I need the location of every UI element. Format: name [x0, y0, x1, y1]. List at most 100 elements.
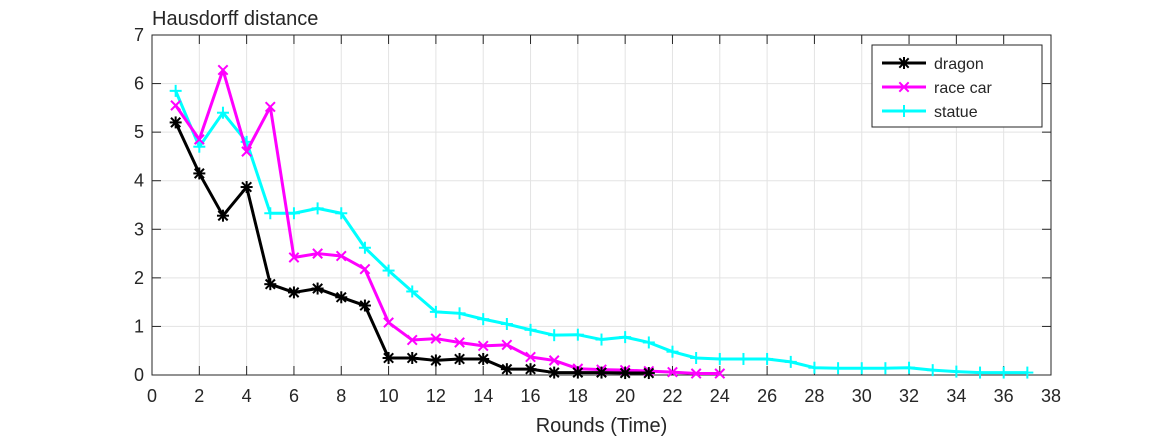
y-tick-label: 3	[134, 219, 144, 239]
x-tick-label: 26	[757, 386, 777, 406]
data-point-dragon	[169, 116, 182, 129]
x-tick-label: 28	[804, 386, 824, 406]
data-point-statue	[311, 202, 324, 215]
x-tick-label: 38	[1041, 386, 1061, 406]
data-point-race-car	[335, 250, 347, 262]
data-point-statue	[974, 366, 987, 379]
data-point-statue	[690, 352, 703, 364]
data-point-race-car	[525, 351, 536, 363]
x-tick-label: 32	[899, 386, 919, 406]
data-point-statue	[832, 362, 845, 375]
data-point-statue	[406, 285, 419, 298]
data-point-dragon	[571, 366, 584, 379]
data-point-statue	[571, 328, 584, 341]
data-point-dragon	[358, 299, 371, 312]
data-point-statue	[997, 366, 1010, 379]
x-tick-label: 8	[336, 386, 346, 406]
data-point-statue	[264, 207, 277, 220]
data-point-race-car	[193, 134, 205, 145]
data-point-race-car	[548, 355, 560, 366]
data-point-dragon	[335, 291, 348, 304]
data-point-statue	[287, 207, 300, 220]
data-point-statue	[950, 365, 963, 378]
data-point-statue	[903, 361, 916, 374]
x-tick-label: 2	[194, 386, 204, 406]
y-tick-label: 7	[134, 25, 144, 45]
data-point-statue	[429, 305, 442, 318]
y-tick-label: 5	[134, 122, 144, 142]
x-tick-label: 34	[946, 386, 966, 406]
x-tick-label: 6	[289, 386, 299, 406]
data-point-dragon	[311, 282, 324, 295]
data-point-dragon	[193, 167, 206, 180]
y-tick-label: 6	[134, 74, 144, 94]
data-point-statue	[713, 352, 726, 365]
data-point-race-car	[667, 366, 678, 378]
legend-marker-statue	[898, 105, 910, 117]
data-point-dragon	[382, 352, 395, 364]
data-point-race-car	[454, 337, 465, 348]
data-point-dragon	[429, 354, 442, 367]
data-point-statue	[477, 313, 490, 326]
x-tick-label: 30	[852, 386, 872, 406]
x-tick-label: 24	[710, 386, 730, 406]
data-point-race-car	[288, 252, 300, 263]
x-tick-label: 16	[521, 386, 541, 406]
data-point-statue	[335, 207, 348, 220]
data-point-dragon	[453, 352, 466, 365]
data-point-statue	[879, 362, 892, 375]
y-tick-label: 0	[134, 365, 144, 385]
x-tick-label: 12	[426, 386, 446, 406]
data-point-statue	[666, 345, 679, 358]
data-point-race-car	[359, 263, 371, 275]
x-tick-label: 22	[662, 386, 682, 406]
data-point-dragon	[216, 209, 229, 222]
data-point-statue	[642, 336, 655, 349]
chart-title: Hausdorff distance	[152, 8, 318, 30]
x-tick-label: 0	[147, 386, 157, 406]
data-point-dragon	[619, 367, 632, 380]
data-point-statue	[855, 362, 868, 375]
x-tick-label: 10	[379, 386, 399, 406]
data-point-dragon	[406, 352, 419, 364]
data-point-statue	[619, 331, 632, 344]
data-point-dragon	[500, 363, 513, 376]
data-point-dragon	[548, 366, 561, 379]
x-axis-label: Rounds (Time)	[536, 415, 668, 437]
data-point-statue	[169, 84, 182, 97]
legend-marker-race-car	[898, 81, 910, 93]
data-point-statue	[926, 364, 939, 377]
y-tick-label: 4	[134, 171, 144, 191]
data-point-statue	[761, 352, 774, 365]
data-point-statue	[808, 361, 821, 374]
data-point-statue	[524, 323, 537, 336]
data-point-race-car	[406, 334, 418, 346]
data-point-dragon	[477, 352, 490, 365]
data-point-race-car	[430, 333, 442, 344]
data-point-dragon	[595, 366, 608, 379]
x-tick-label: 20	[615, 386, 635, 406]
legend-label-dragon: dragon	[934, 56, 984, 73]
data-point-statue	[548, 329, 561, 342]
data-point-dragon	[264, 278, 277, 291]
data-point-statue	[500, 318, 513, 330]
data-point-statue	[453, 307, 466, 320]
data-point-statue	[382, 264, 395, 277]
data-point-dragon	[240, 181, 253, 194]
data-point-statue	[737, 352, 750, 365]
data-point-dragon	[524, 363, 537, 376]
x-tick-label: 14	[473, 386, 493, 406]
data-point-race-car	[312, 248, 323, 259]
legend-marker-dragon	[898, 57, 910, 69]
data-point-statue	[193, 140, 206, 153]
data-point-dragon	[642, 367, 655, 380]
legend-label-statue: statue	[934, 104, 978, 121]
data-point-statue	[358, 241, 371, 254]
legend: dragon race car statue	[871, 44, 1043, 128]
data-point-race-car	[170, 100, 182, 111]
data-point-race-car	[383, 317, 394, 328]
data-point-statue	[595, 333, 608, 346]
data-point-race-car	[217, 64, 229, 76]
data-point-statue	[216, 106, 229, 119]
